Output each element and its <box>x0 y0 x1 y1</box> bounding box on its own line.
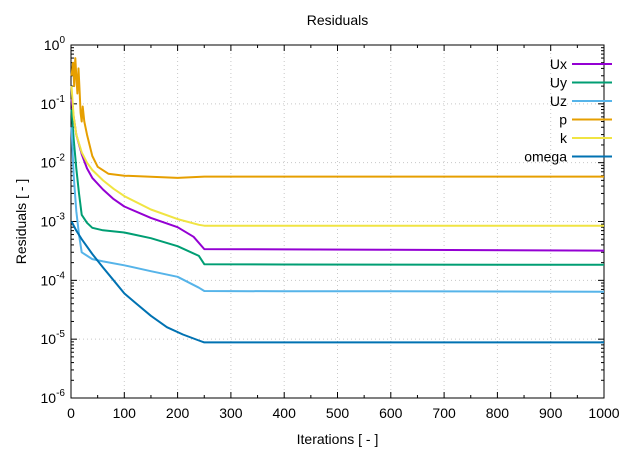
legend-label-p: p <box>559 112 567 128</box>
x-tick-label: 600 <box>379 405 403 421</box>
y-tick-label: 10-1 <box>41 94 66 112</box>
legend-label-k: k <box>560 130 568 146</box>
series-line-p <box>70 57 604 179</box>
x-tick-label: 900 <box>539 405 563 421</box>
x-tick-label: 700 <box>432 405 456 421</box>
series-lines <box>70 57 605 344</box>
series-line-omega <box>70 221 604 344</box>
legend-label-omega: omega <box>524 149 567 165</box>
axis-ticks: 0 100 200 300 400 500 600 700 800 900 1000 10-6 10-5… <box>41 35 620 421</box>
x-tick-label: 500 <box>326 405 350 421</box>
y-axis-title: Residuals [ - ] <box>13 179 29 265</box>
x-tick-label: 800 <box>486 405 510 421</box>
legend-label-uz: Uz <box>550 93 567 109</box>
chart-title: Residuals <box>307 12 368 28</box>
x-axis-title: Iterations [ - ] <box>297 431 379 447</box>
series-line-k <box>70 86 604 227</box>
y-tick-label: 10-5 <box>41 329 66 347</box>
legend: Ux Uy Uz pk omega <box>524 56 612 165</box>
x-tick-label: 100 <box>113 405 137 421</box>
legend-label-uy: Uy <box>550 75 567 91</box>
y-tick-label: 100 <box>44 35 66 53</box>
x-tick-label: 200 <box>166 405 190 421</box>
x-tick-label: 400 <box>273 405 297 421</box>
y-tick-label: 10-6 <box>41 388 66 406</box>
y-tick-label: 10-2 <box>41 153 66 171</box>
x-tick-label: 1000 <box>588 405 619 421</box>
x-tick-label: 300 <box>219 405 243 421</box>
legend-label-ux: Ux <box>550 56 567 72</box>
series-line-uy <box>70 109 605 266</box>
grid <box>71 45 604 398</box>
y-tick-label: 10-4 <box>41 270 66 288</box>
y-tick-label: 10-3 <box>41 212 66 230</box>
x-tick-label: 0 <box>67 405 75 421</box>
series-line-uz <box>70 127 605 293</box>
